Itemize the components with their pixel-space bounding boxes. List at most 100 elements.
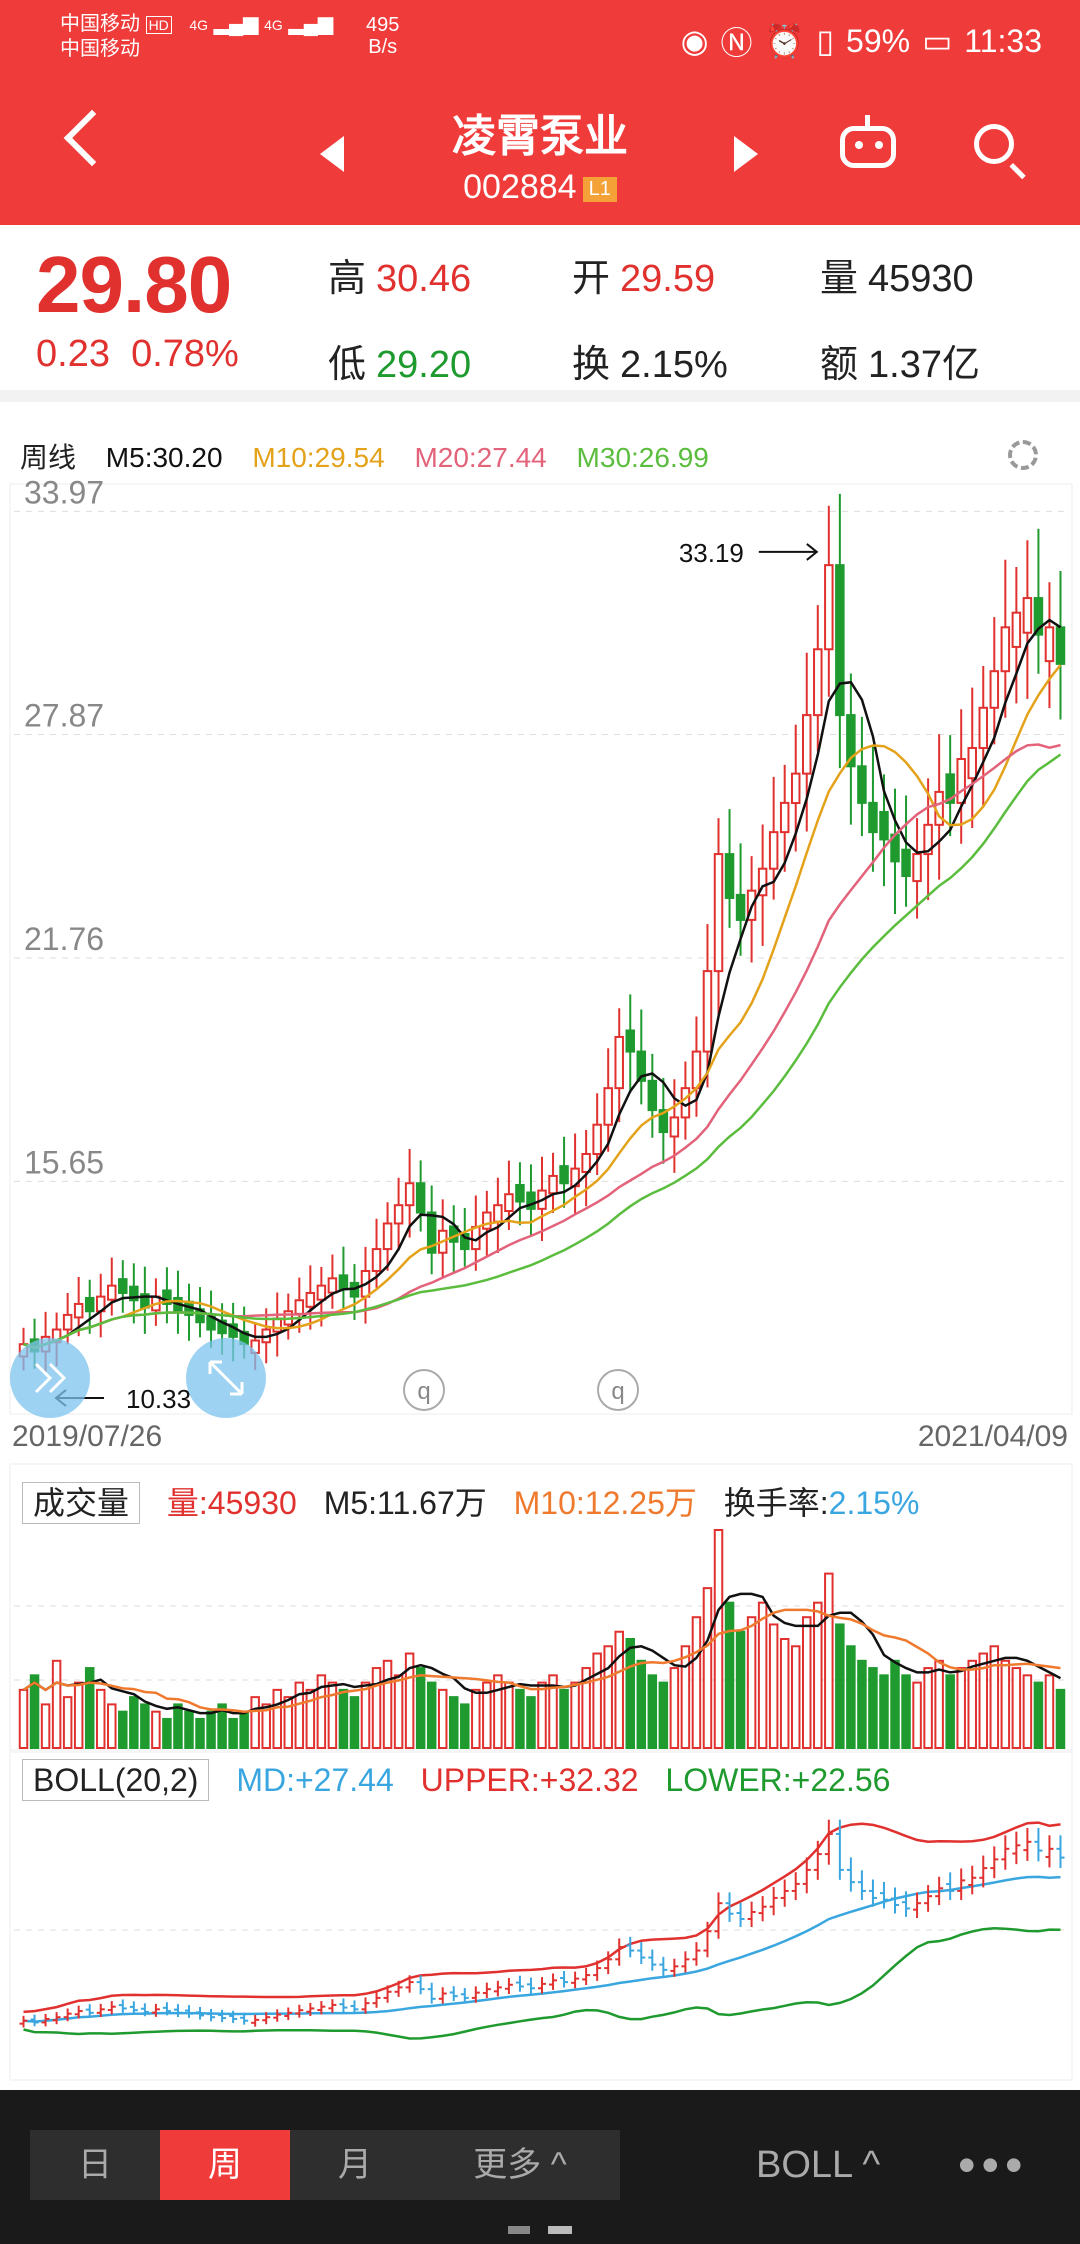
volume-bar [824, 1572, 834, 1749]
volume-bar [724, 1601, 735, 1749]
volume-tag[interactable]: 成交量 [22, 1482, 141, 1524]
candle-body [669, 1116, 680, 1138]
speed-unit: B/s [368, 36, 398, 58]
candle-body [592, 1123, 602, 1155]
candle-body [1000, 626, 1011, 673]
robot-assistant-icon[interactable] [840, 115, 896, 168]
volume-bar [570, 1681, 580, 1749]
tab-month[interactable]: 月 [338, 2146, 372, 2184]
volume-value: 45930 [868, 258, 974, 300]
volume-bar [614, 1630, 624, 1749]
candle-body [415, 1182, 426, 1214]
candle-body [1033, 597, 1044, 636]
next-stock-icon[interactable] [734, 136, 758, 172]
amount-label: 额 [820, 344, 859, 386]
volume-bar [250, 1696, 260, 1749]
period-label[interactable]: 周线 [20, 442, 77, 473]
turnover-cell: 换 2.15% [572, 333, 728, 388]
candle-body [404, 1182, 415, 1207]
candle-body [636, 1050, 647, 1082]
candle-body [790, 772, 801, 805]
candle-body [294, 1299, 305, 1315]
tab-more[interactable]: 更多 ^ [473, 2146, 567, 2184]
tab-week[interactable]: 周 [160, 2130, 290, 2200]
candle-body [625, 1029, 636, 1053]
volume-bar [967, 1659, 977, 1750]
network-speed: 495 B/s [366, 14, 399, 58]
boll-frame [9, 1749, 1073, 2081]
boll-tag[interactable]: BOLL(20,2) [22, 1759, 210, 1801]
candle-body [482, 1211, 492, 1230]
volume-frame [9, 1463, 1073, 1753]
chart-canvas[interactable]: 33.97 27.87 21.76 15.65 33.19 10.33 q q [0, 0, 1080, 2090]
volume-bar [360, 1681, 371, 1749]
volume-bar [294, 1681, 305, 1749]
volume-bar [802, 1616, 812, 1749]
candle-body [768, 831, 779, 870]
nfc-icon: Ⓝ [720, 25, 753, 61]
volume-label: 量 [820, 258, 859, 300]
candle-body [217, 1319, 227, 1335]
candle-body [901, 848, 911, 878]
volume-bar [261, 1703, 271, 1750]
volume-bar [272, 1688, 282, 1750]
volume-bar [29, 1674, 40, 1750]
volume-bar [713, 1529, 724, 1749]
volume-bar [118, 1710, 128, 1749]
volume-bar [515, 1688, 525, 1750]
candle-body [73, 1302, 84, 1319]
volume-bar [62, 1696, 73, 1749]
hd-badge: HD [145, 16, 172, 34]
tab-day[interactable]: 日 [78, 2146, 112, 2184]
signal-1: 4G [189, 17, 209, 33]
vol-m5-label: M5:11.67万 [323, 1485, 487, 1521]
candle-body [735, 893, 746, 921]
candle-body [779, 801, 790, 834]
event-marker-label: q [611, 1378, 624, 1405]
battery-percent: 59% [846, 22, 911, 59]
ma20-label: M20:27.44 [414, 442, 547, 473]
volume-bar [184, 1710, 194, 1749]
volume-bar [217, 1703, 227, 1750]
volume-bar [603, 1645, 613, 1750]
start-date: 2019/07/26 [12, 1420, 163, 1453]
candle-body [989, 670, 1000, 709]
volume-bar [1033, 1681, 1044, 1749]
ma10-line [23, 664, 1062, 1350]
search-icon[interactable] [974, 124, 1014, 164]
candle-body [713, 853, 724, 973]
candle-body [1022, 597, 1033, 634]
stock-code-row: 002884 L1 [0, 168, 1080, 207]
boll-lower-line [23, 1927, 1061, 2040]
turnover-label: 换 [572, 344, 611, 386]
eye-icon: ◉ [680, 23, 709, 59]
candle-body [316, 1284, 327, 1301]
volume-bar [140, 1703, 150, 1750]
candle-body [724, 853, 735, 899]
volume-bar [790, 1645, 801, 1750]
prev-stock-icon[interactable] [320, 136, 344, 172]
volume-bar [206, 1710, 216, 1749]
candle-body [956, 757, 966, 804]
volume-bar [901, 1674, 911, 1750]
gear-icon[interactable] [1008, 440, 1038, 470]
event-marker-icon [597, 1369, 639, 1411]
candle-body [923, 823, 933, 856]
bottom-toolbar: 日 周 月 更多 ^ BOLL ^ ••• [0, 2090, 1080, 2244]
min-price-label: 10.33 [126, 1384, 191, 1414]
candle-body [559, 1165, 569, 1185]
indicator-select[interactable]: BOLL ^ [756, 2144, 881, 2186]
max-price-label: 33.19 [679, 538, 744, 568]
volume-bar [768, 1623, 779, 1750]
candle-body [162, 1289, 172, 1305]
volume-bar [636, 1659, 647, 1750]
high-label: 高 [328, 258, 367, 300]
volume-bar [735, 1630, 746, 1749]
volume-bar [934, 1659, 944, 1750]
candle-body [305, 1291, 316, 1308]
main-chart-frame [9, 483, 1073, 1415]
more-menu-icon[interactable]: ••• [958, 2137, 1029, 2193]
signal-bars-icon-2: ▂▄▆ [282, 13, 334, 35]
candle-body [327, 1277, 338, 1294]
volume-bar [669, 1667, 680, 1749]
